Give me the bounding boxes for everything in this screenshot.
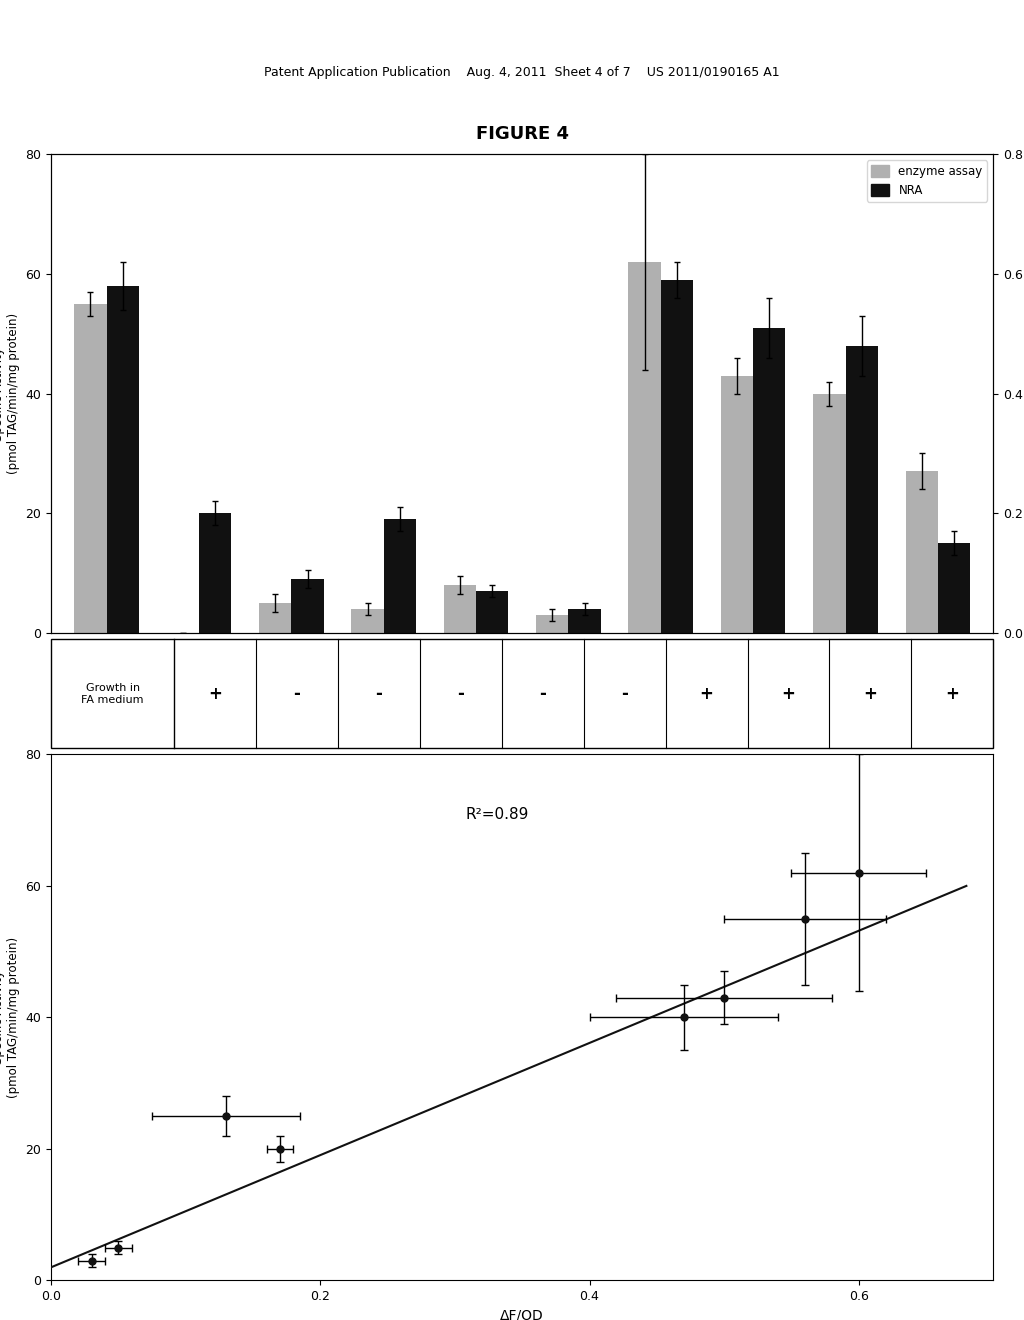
Y-axis label: Specific Activity
(pmol TAG/min/mg protein): Specific Activity (pmol TAG/min/mg prote… xyxy=(0,937,19,1098)
Bar xyxy=(384,519,416,634)
Bar xyxy=(905,471,938,634)
Bar xyxy=(106,286,139,634)
Text: -: - xyxy=(294,685,300,702)
Bar xyxy=(443,585,476,634)
Bar xyxy=(199,513,231,634)
Text: Growth in
FA medium: Growth in FA medium xyxy=(81,682,144,705)
Bar xyxy=(846,346,878,634)
Text: -: - xyxy=(622,685,628,702)
Bar xyxy=(292,579,324,634)
Text: FIGURE 4: FIGURE 4 xyxy=(476,125,568,143)
Legend: enzyme assay, NRA: enzyme assay, NRA xyxy=(866,160,987,202)
Text: +: + xyxy=(863,685,878,702)
Bar xyxy=(537,615,568,634)
Bar xyxy=(568,609,601,634)
Y-axis label: Specific Activity
(pmol TAG/min/mg protein): Specific Activity (pmol TAG/min/mg prote… xyxy=(0,313,19,474)
Bar xyxy=(753,327,785,634)
Bar xyxy=(938,544,970,634)
Text: +: + xyxy=(945,685,959,702)
Bar xyxy=(813,393,846,634)
Text: -: - xyxy=(376,685,382,702)
Bar xyxy=(721,376,753,634)
Text: R²=0.89: R²=0.89 xyxy=(466,807,529,822)
Text: Patent Application Publication    Aug. 4, 2011  Sheet 4 of 7    US 2011/0190165 : Patent Application Publication Aug. 4, 2… xyxy=(264,66,780,79)
Bar xyxy=(351,609,384,634)
Bar xyxy=(51,639,993,748)
Text: +: + xyxy=(781,685,796,702)
Text: +: + xyxy=(208,685,222,702)
Bar xyxy=(660,280,693,634)
Text: +: + xyxy=(699,685,714,702)
Bar xyxy=(476,591,508,634)
Bar xyxy=(629,261,660,634)
Text: -: - xyxy=(458,685,464,702)
Text: -: - xyxy=(540,685,546,702)
Bar xyxy=(259,603,292,634)
Bar xyxy=(75,304,106,634)
X-axis label: ΔF/OD: ΔF/OD xyxy=(501,1308,544,1320)
